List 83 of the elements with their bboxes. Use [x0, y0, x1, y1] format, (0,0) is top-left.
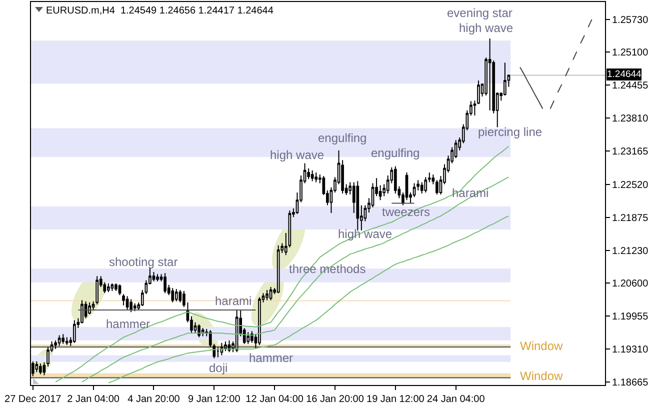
annotation: evening star	[447, 6, 512, 20]
x-tick-label: 2 Jan 04:00	[67, 394, 120, 405]
y-tick-label: 1.19310	[612, 344, 649, 356]
candlestick	[126, 296, 129, 311]
y-tick-label: 1.23165	[612, 146, 649, 158]
candlestick	[432, 174, 435, 185]
y-tick-label: 1.25730	[612, 14, 649, 26]
candlestick	[62, 334, 65, 344]
x-tick-label: 9 Jan 12:00	[188, 394, 241, 405]
candlestick	[224, 340, 227, 352]
annotation: hammer	[106, 317, 150, 331]
annotation: harami	[215, 294, 252, 308]
candlestick	[39, 362, 42, 375]
candlestick	[35, 360, 38, 373]
y-tick-label: 1.24455	[612, 80, 649, 92]
y-tick-label: 1.22520	[612, 180, 649, 191]
annotation: engulfing	[371, 146, 420, 160]
candlestick	[130, 298, 132, 313]
candlestick	[266, 290, 268, 301]
candlestick	[174, 288, 178, 302]
ref-line-label: 1.24644	[607, 69, 642, 80]
annotation: shooting star	[109, 255, 178, 269]
band-label: Window	[520, 339, 564, 353]
candlestick	[428, 172, 431, 183]
candlestick	[65, 336, 68, 346]
line-series	[55, 146, 510, 382]
candlestick	[473, 100, 476, 116]
candlestick	[314, 172, 318, 183]
y-tick-label: 1.21230	[612, 246, 649, 257]
candlestick	[436, 180, 438, 196]
x-tick-label: 12 Jan 04:00	[246, 394, 304, 405]
candlestick	[477, 80, 480, 105]
candlestick	[356, 180, 360, 231]
y-tick-label: 1.25100	[612, 47, 649, 58]
candlestick	[110, 282, 114, 292]
candlestick	[216, 346, 220, 358]
chart-title: EURUSD.m,H4 1.24549 1.24656 1.24417 1.24644	[46, 6, 274, 16]
candlestick	[73, 320, 76, 344]
candlestick	[122, 294, 125, 306]
y-tick-label: 1.23810	[612, 114, 649, 125]
annotation: piercing line	[478, 125, 542, 139]
candlestick	[106, 282, 110, 293]
y-tick-label: 1.20600	[612, 278, 649, 290]
line-series	[81, 176, 510, 382]
candlestick	[310, 170, 314, 182]
y-tick-label: 1.21875	[612, 212, 649, 224]
annotation: hammer	[249, 351, 294, 365]
line-series	[520, 66, 544, 110]
candlestick	[164, 272, 166, 294]
x-tick-label: 24 Jan 04:00	[426, 394, 486, 405]
candlestick	[246, 332, 250, 344]
candlestick	[269, 286, 272, 301]
candlestick	[258, 296, 261, 346]
annotation: high wave	[459, 21, 514, 35]
candlestick	[201, 328, 204, 337]
candlestick	[118, 284, 122, 296]
annotation: engulfing	[318, 131, 367, 145]
x-tick-label: 4 Jan 20:00	[128, 394, 180, 405]
candlestick	[133, 302, 136, 312]
candlestick	[80, 300, 84, 324]
candlestick	[178, 290, 182, 303]
candlestick	[156, 274, 159, 282]
candlestick	[42, 362, 46, 376]
annotation: high wave	[338, 227, 392, 241]
line-series	[108, 216, 510, 384]
candlestick	[394, 166, 397, 194]
candlestick	[58, 334, 61, 346]
x-tick-label: 27 Dec 2017	[4, 394, 62, 405]
y-tick-label: 1.19955	[612, 311, 649, 322]
band-label: Window	[520, 369, 564, 383]
candlestick	[152, 272, 156, 282]
candlestick	[276, 244, 280, 294]
candlestick	[488, 38, 492, 111]
candlestick	[424, 176, 428, 193]
candlestick	[171, 287, 174, 303]
x-tick-label: 16 Jan 20:00	[306, 394, 364, 405]
annotation: high wave	[270, 148, 324, 162]
annotation: doji	[209, 361, 228, 375]
candlestick	[454, 140, 458, 159]
line-series	[550, 18, 592, 110]
candlestick	[114, 282, 118, 292]
x-tick-label: 19 Jan 12:00	[366, 394, 425, 405]
y-tick-label: 1.18665	[612, 378, 649, 389]
